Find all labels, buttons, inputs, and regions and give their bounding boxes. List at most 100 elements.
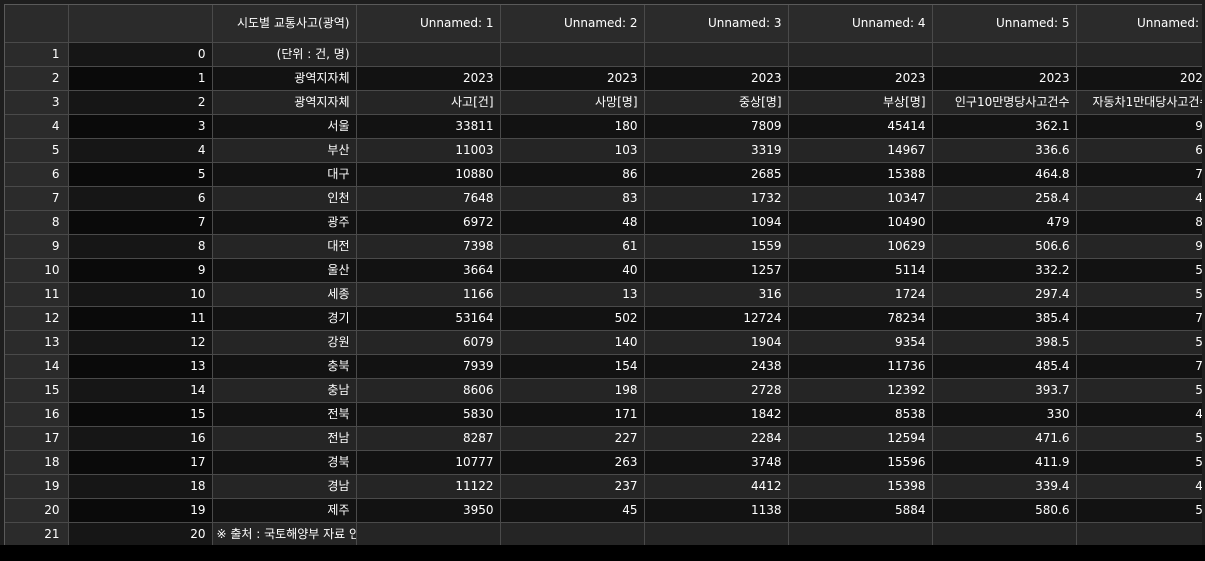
column-header[interactable]: Unnamed: 4 [788,5,933,43]
index-cell[interactable]: 0 [68,42,213,67]
index-cell[interactable]: 8 [68,234,213,259]
table-cell[interactable] [788,42,933,67]
row-number[interactable]: 18 [5,450,69,475]
index-cell[interactable]: 16 [68,426,213,451]
row-number[interactable]: 6 [5,162,69,187]
table-cell[interactable]: 2438 [644,354,789,379]
table-row[interactable]: 3 2 광역지자체 사고[건] 사망[명] 중상[명] 부상[명] 인구10만명당사고건수 자동… [5,90,1202,115]
table-cell[interactable]: 180 [500,114,645,139]
table-cell[interactable]: 경남 [212,474,357,499]
table-cell[interactable]: 464.8 [932,162,1077,187]
table-cell[interactable] [500,42,645,67]
row-number[interactable]: 11 [5,282,69,307]
table-cell[interactable]: 7398 [356,234,501,259]
row-number[interactable]: 15 [5,378,69,403]
table-cell[interactable]: 전남 [212,426,357,451]
table-cell[interactable] [932,42,1077,67]
table-cell[interactable]: 171 [500,402,645,427]
table-cell[interactable]: 강원 [212,330,357,355]
table-cell[interactable]: 15388 [788,162,933,187]
table-cell[interactable]: 227 [500,426,645,451]
table-cell[interactable]: 대구 [212,162,357,187]
table-cell[interactable]: 385.4 [932,306,1077,331]
table-cell[interactable]: 74 [1076,306,1202,331]
index-cell[interactable]: 7 [68,210,213,235]
table-cell[interactable]: 15398 [788,474,933,499]
table-cell[interactable]: 중상[명] [644,90,789,115]
table-cell[interactable] [644,42,789,67]
table-cell[interactable]: 서울 [212,114,357,139]
table-cell[interactable]: 2023 [356,66,501,91]
table-cell[interactable]: 부산 [212,138,357,163]
table-cell[interactable]: 330 [932,402,1077,427]
index-cell[interactable]: 11 [68,306,213,331]
index-cell[interactable]: 20 [68,522,213,546]
table-cell[interactable]: 411.9 [932,450,1077,475]
table-cell[interactable]: 2685 [644,162,789,187]
table-cell[interactable]: 5114 [788,258,933,283]
table-cell[interactable]: 485.4 [932,354,1077,379]
table-cell[interactable] [1076,42,1202,67]
table-cell[interactable]: 47 [1076,402,1202,427]
row-number[interactable]: 16 [5,402,69,427]
table-cell[interactable]: 53164 [356,306,501,331]
table-cell[interactable]: 61 [500,234,645,259]
table-cell[interactable]: 45414 [788,114,933,139]
table-cell[interactable]: 92 [1076,114,1202,139]
table-cell[interactable]: 3748 [644,450,789,475]
table-cell[interactable]: 11122 [356,474,501,499]
table-cell[interactable] [356,522,501,546]
table-cell[interactable]: 471.6 [932,426,1077,451]
row-number[interactable]: 12 [5,306,69,331]
row-number[interactable]: 9 [5,234,69,259]
table-cell[interactable]: 297.4 [932,282,1077,307]
table-cell[interactable]: 339.4 [932,474,1077,499]
table-row[interactable]: 1 0 (단위 : 건, 명) [5,42,1202,67]
index-cell[interactable]: 4 [68,138,213,163]
table-cell[interactable]: 2023 [932,66,1077,91]
index-cell[interactable]: 19 [68,498,213,523]
table-cell[interactable]: 41 [1076,186,1202,211]
table-row[interactable]: 87광주69724810941049047989 [5,210,1202,235]
table-cell[interactable] [1076,522,1202,546]
table-cell[interactable]: 사고[건] [356,90,501,115]
table-cell[interactable]: 11736 [788,354,933,379]
table-cell[interactable]: 10629 [788,234,933,259]
table-cell[interactable] [356,42,501,67]
table-cell[interactable]: 7939 [356,354,501,379]
table-cell[interactable]: 1842 [644,402,789,427]
table-cell[interactable]: 6972 [356,210,501,235]
table-cell[interactable]: 9354 [788,330,933,355]
table-cell[interactable]: 사망[명] [500,90,645,115]
table-cell[interactable]: 인천 [212,186,357,211]
index-cell[interactable]: 17 [68,450,213,475]
table-cell[interactable]: 1559 [644,234,789,259]
column-header[interactable]: Unnamed: 6 [1076,5,1202,43]
table-cell[interactable]: 4412 [644,474,789,499]
table-cell[interactable]: 7648 [356,186,501,211]
table-cell[interactable]: 3950 [356,498,501,523]
table-cell[interactable]: 5884 [788,498,933,523]
table-cell[interactable]: 95 [1076,234,1202,259]
row-number[interactable]: 4 [5,114,69,139]
table-cell[interactable]: 48 [500,210,645,235]
table-cell[interactable]: 45 [500,498,645,523]
table-cell[interactable]: 86 [500,162,645,187]
table-cell[interactable]: 506.6 [932,234,1077,259]
table-cell[interactable]: 258.4 [932,186,1077,211]
table-cell[interactable]: 398.5 [932,330,1077,355]
table-cell[interactable] [644,522,789,546]
table-cell[interactable]: 76 [1076,162,1202,187]
table-cell[interactable]: 332.2 [932,258,1077,283]
table-cell[interactable] [500,522,645,546]
table-cell[interactable]: 1094 [644,210,789,235]
table-cell[interactable]: 12594 [788,426,933,451]
table-cell[interactable]: 울산 [212,258,357,283]
table-cell[interactable]: 78234 [788,306,933,331]
table-cell[interactable]: 경북 [212,450,357,475]
